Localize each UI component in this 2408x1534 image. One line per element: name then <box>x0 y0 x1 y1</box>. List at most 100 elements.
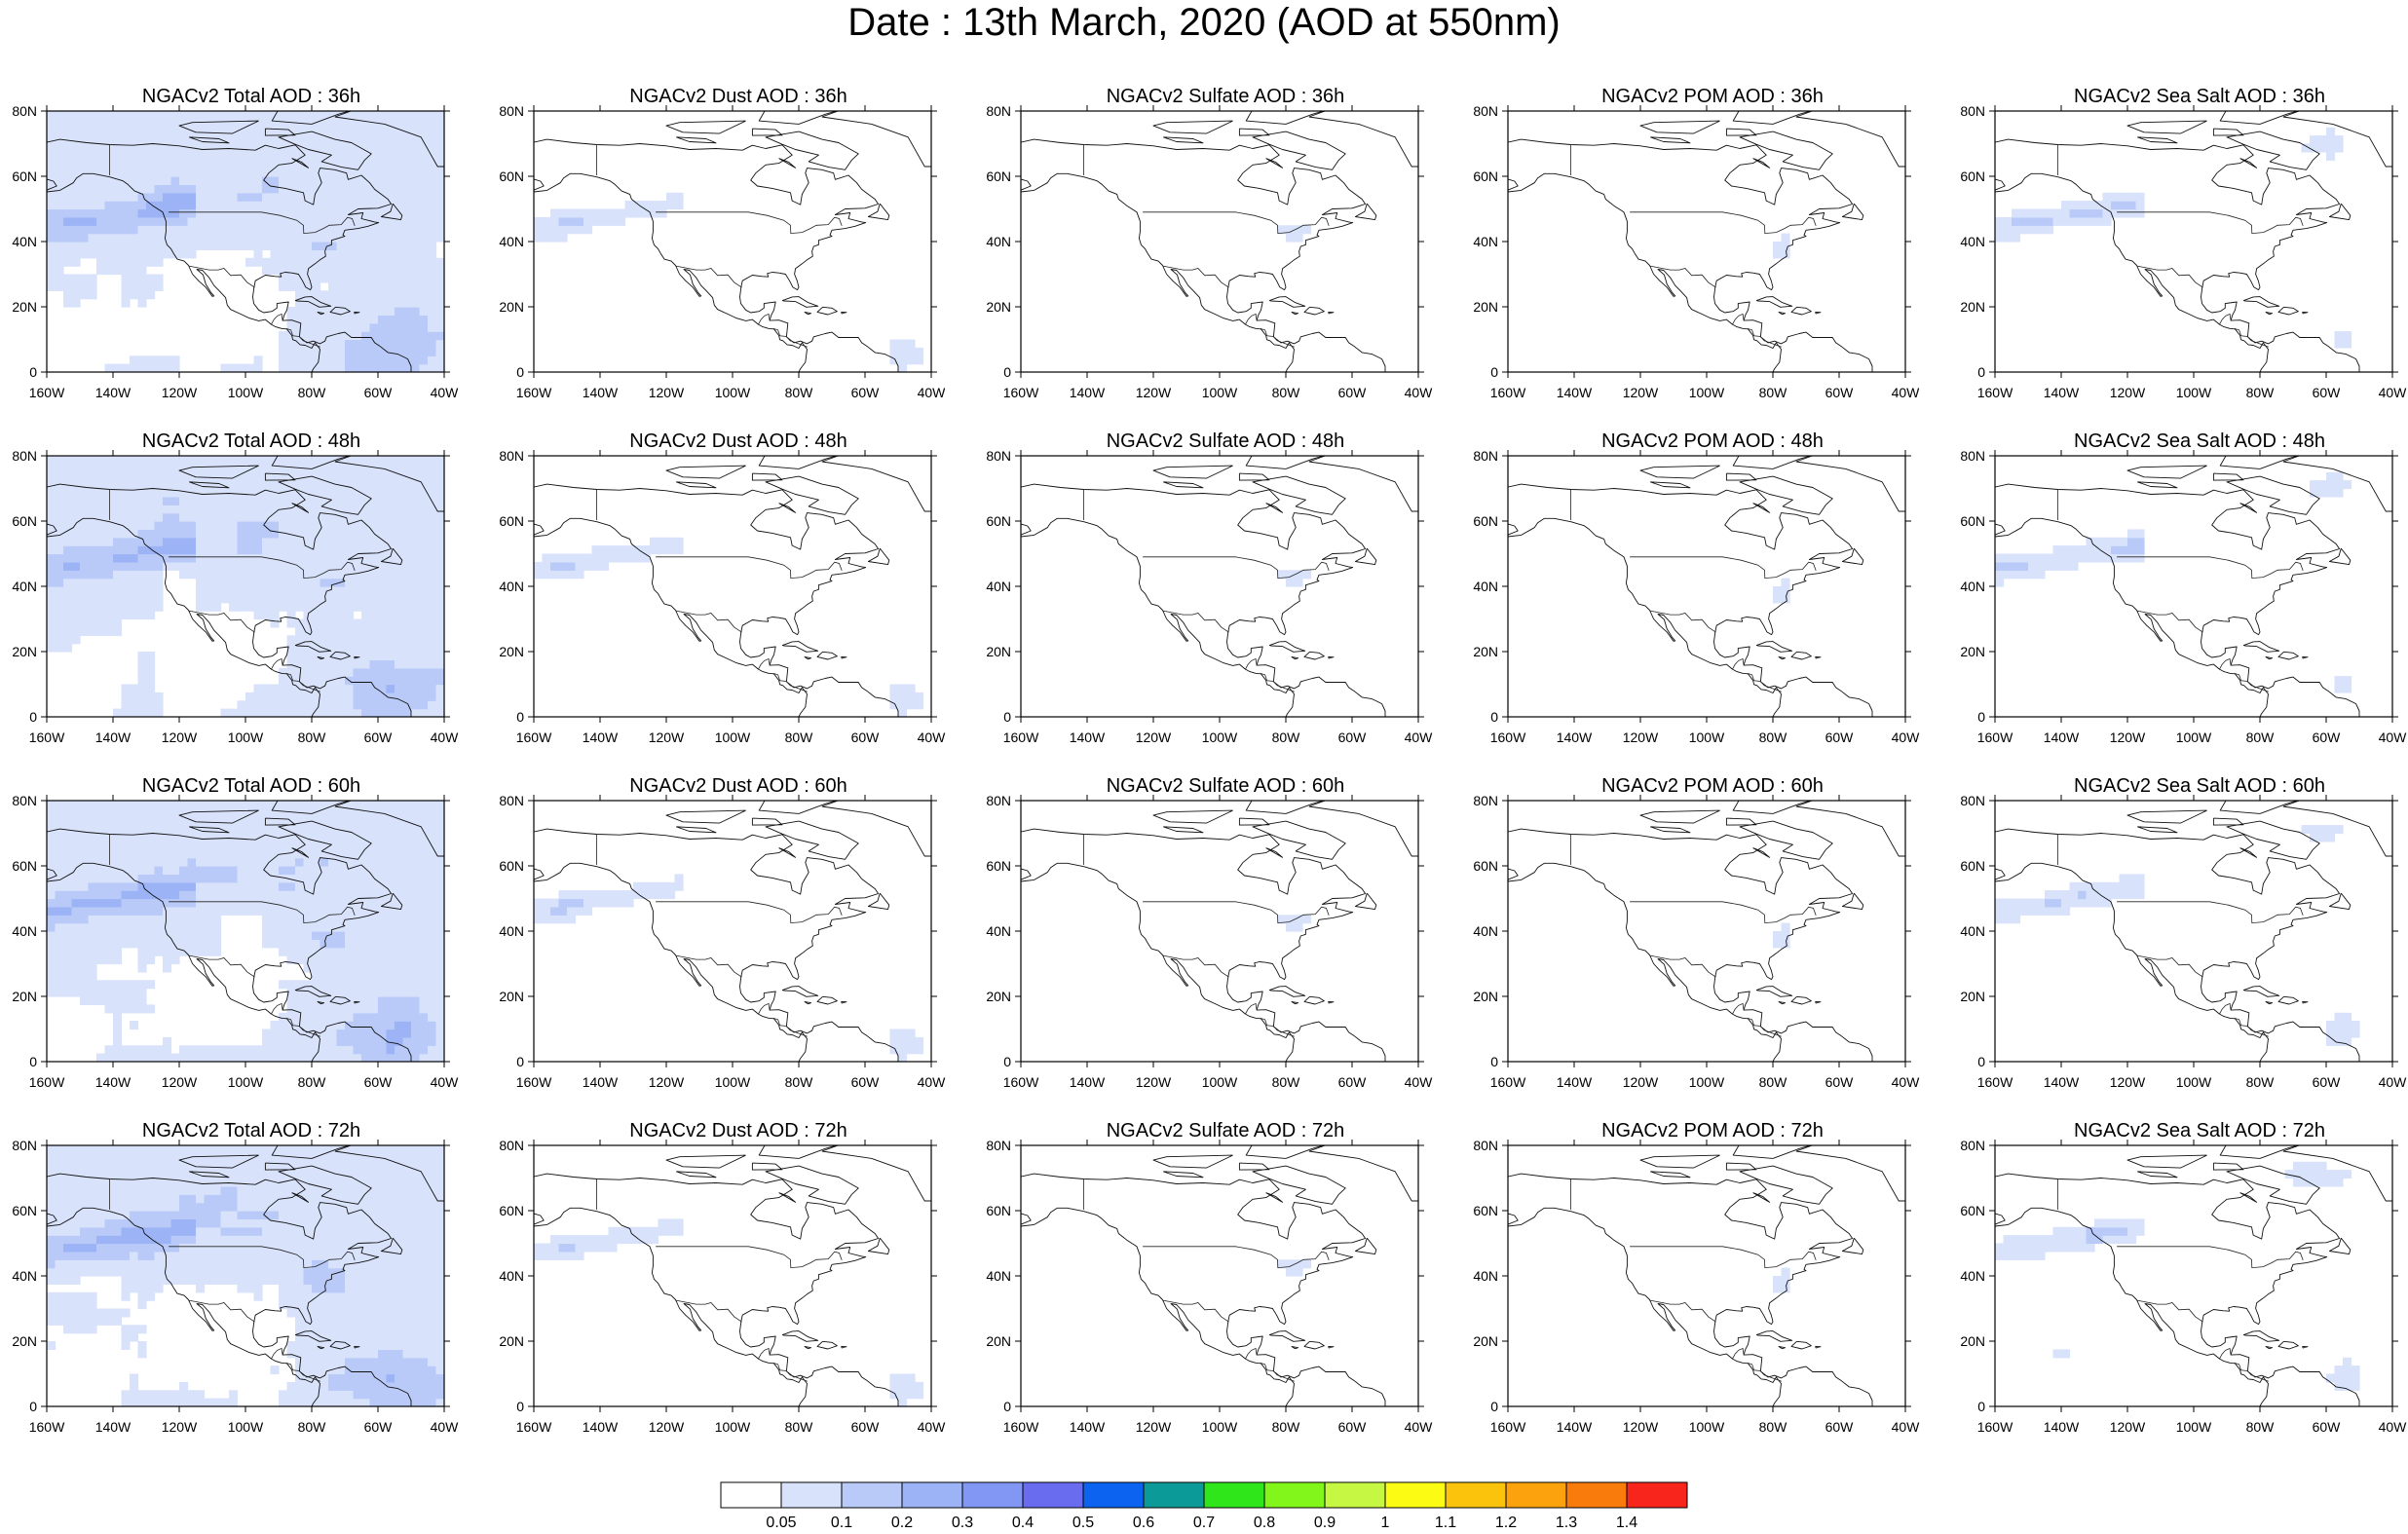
lon-tick-label: 120W <box>1136 385 1172 400</box>
lat-tick-label: 0 <box>1003 709 1011 725</box>
lon-tick-label: 140W <box>1557 1419 1593 1435</box>
lat-tick-label: 0 <box>1977 1399 1985 1414</box>
lon-tick-label: 80W <box>298 730 327 745</box>
lon-tick-label: 100W <box>715 1419 751 1435</box>
lon-tick-label: 60W <box>851 730 881 745</box>
lat-tick-label: 20N <box>1960 299 1985 315</box>
colorbar-label: 0.9 <box>1314 1515 1336 1531</box>
lon-tick-label: 120W <box>1136 730 1172 745</box>
lon-tick-label: 140W <box>2044 385 2080 400</box>
lat-tick-label: 20N <box>499 299 524 315</box>
lat-tick-label: 60N <box>986 1203 1011 1218</box>
lon-tick-label: 60W <box>2313 730 2342 745</box>
lon-tick-label: 120W <box>649 1074 685 1090</box>
colorbar-box <box>1566 1482 1627 1508</box>
lon-tick-label: 60W <box>1825 385 1855 400</box>
lon-tick-label: 100W <box>228 730 264 745</box>
lat-tick-label: 0 <box>1490 1054 1498 1069</box>
lon-tick-label: 160W <box>1003 1074 1039 1090</box>
lat-tick-label: 40N <box>1473 923 1498 939</box>
lat-tick-label: 20N <box>986 299 1011 315</box>
lon-tick-label: 160W <box>1977 1074 2013 1090</box>
lon-tick-label: 100W <box>1689 1419 1725 1435</box>
colorbar-label: 1.3 <box>1556 1515 1577 1531</box>
lon-tick-label: 120W <box>1623 730 1659 745</box>
lon-tick-label: 80W <box>1759 385 1788 400</box>
lon-tick-label: 120W <box>1136 1074 1172 1090</box>
lat-tick-label: 20N <box>499 1333 524 1349</box>
lon-tick-label: 120W <box>1623 1074 1659 1090</box>
lon-tick-label: 140W <box>583 730 619 745</box>
lat-tick-label: 40N <box>1473 579 1498 594</box>
colorbar-box <box>1506 1482 1566 1508</box>
lon-tick-label: 40W <box>2379 1419 2408 1435</box>
lon-tick-label: 120W <box>649 1419 685 1435</box>
lon-tick-label: 100W <box>1202 1074 1238 1090</box>
lon-tick-label: 60W <box>851 1419 881 1435</box>
lon-tick-label: 140W <box>1070 730 1106 745</box>
lon-tick-label: 40W <box>431 1074 460 1090</box>
lon-tick-label: 40W <box>1892 730 1921 745</box>
colorbar-label: 0.2 <box>891 1515 913 1531</box>
lon-tick-label: 100W <box>1689 385 1725 400</box>
lat-tick-label: 0 <box>516 1054 524 1069</box>
lon-tick-label: 160W <box>29 1419 65 1435</box>
lat-tick-label: 80N <box>12 793 37 808</box>
lon-tick-label: 80W <box>2246 730 2276 745</box>
lat-tick-label: 0 <box>1490 1399 1498 1414</box>
lon-tick-label: 80W <box>298 1419 327 1435</box>
lat-tick-label: 60N <box>1960 858 1985 874</box>
lat-tick-label: 60N <box>1473 1203 1498 1218</box>
lon-tick-label: 140W <box>1557 730 1593 745</box>
colorbar-box <box>1144 1482 1204 1508</box>
lat-tick-label: 0 <box>1490 364 1498 380</box>
lon-tick-label: 120W <box>2110 1419 2146 1435</box>
lon-tick-label: 60W <box>2313 385 2342 400</box>
lon-tick-label: 160W <box>29 1074 65 1090</box>
lon-tick-label: 100W <box>228 385 264 400</box>
lon-tick-label: 40W <box>918 385 947 400</box>
lat-tick-label: 80N <box>986 1138 1011 1153</box>
colorbar-label: 1.4 <box>1616 1515 1637 1531</box>
lon-tick-label: 40W <box>1405 1419 1434 1435</box>
lat-tick-label: 20N <box>986 989 1011 1004</box>
lat-tick-label: 40N <box>499 579 524 594</box>
lat-tick-label: 80N <box>499 448 524 464</box>
lon-tick-label: 100W <box>1202 1419 1238 1435</box>
lat-tick-label: 20N <box>499 989 524 1004</box>
lon-tick-label: 80W <box>1272 1419 1301 1435</box>
lat-tick-label: 60N <box>1473 168 1498 184</box>
lat-tick-label: 0 <box>29 364 37 380</box>
lon-tick-label: 80W <box>785 1419 814 1435</box>
lon-tick-label: 160W <box>1490 730 1526 745</box>
lon-tick-label: 100W <box>715 385 751 400</box>
lat-tick-label: 40N <box>1960 234 1985 249</box>
lon-tick-label: 80W <box>1272 1074 1301 1090</box>
lat-tick-label: 40N <box>986 234 1011 249</box>
lon-tick-label: 160W <box>1977 730 2013 745</box>
lon-tick-label: 60W <box>364 730 394 745</box>
lon-tick-label: 60W <box>1825 730 1855 745</box>
lon-tick-label: 120W <box>2110 1074 2146 1090</box>
lon-tick-label: 60W <box>1338 1419 1368 1435</box>
colorbar-label: 0.3 <box>952 1515 973 1531</box>
lat-tick-label: 20N <box>986 644 1011 659</box>
lon-tick-label: 40W <box>431 385 460 400</box>
lat-tick-label: 80N <box>1960 793 1985 808</box>
lon-tick-label: 60W <box>364 385 394 400</box>
lat-tick-label: 60N <box>1473 513 1498 529</box>
lat-tick-label: 40N <box>499 923 524 939</box>
lon-tick-label: 120W <box>1623 385 1659 400</box>
